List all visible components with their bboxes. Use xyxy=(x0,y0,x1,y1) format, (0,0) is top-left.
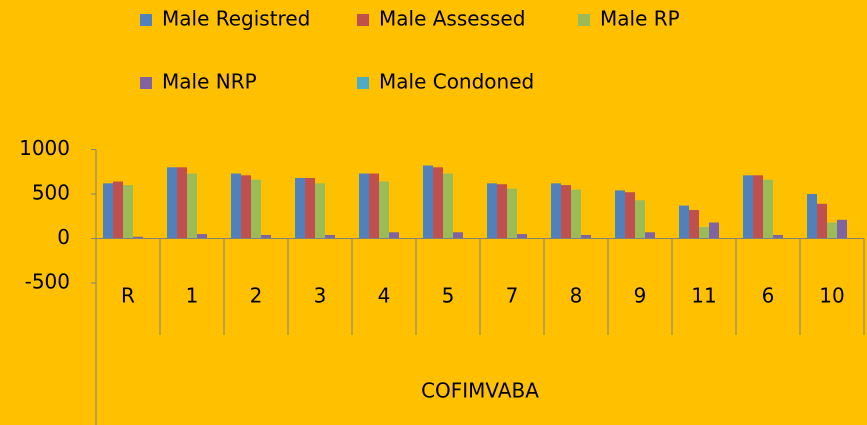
legend-label: Male NRP xyxy=(162,70,257,94)
x-tick-label: 3 xyxy=(314,284,327,308)
bar xyxy=(699,226,709,239)
legend-swatch xyxy=(140,77,152,89)
bar xyxy=(551,183,561,239)
bar xyxy=(837,219,847,239)
bar xyxy=(487,183,497,239)
bar xyxy=(507,188,517,239)
bar xyxy=(359,173,369,239)
bar xyxy=(177,167,187,239)
bar xyxy=(133,236,143,239)
bar xyxy=(635,200,645,239)
bar xyxy=(261,234,271,239)
bar xyxy=(763,179,773,239)
legend-swatch xyxy=(140,14,152,26)
bar xyxy=(251,179,261,239)
bar xyxy=(113,181,123,239)
x-tick-label: 8 xyxy=(570,284,583,308)
bar xyxy=(187,173,197,239)
bar xyxy=(679,205,689,239)
bar xyxy=(625,192,635,239)
bar xyxy=(561,185,571,239)
bar xyxy=(295,177,305,239)
bar xyxy=(443,173,453,239)
legend-label: Male Condoned xyxy=(379,70,534,94)
bar xyxy=(743,175,753,239)
legend-swatch xyxy=(578,14,590,26)
bar xyxy=(689,210,699,239)
x-tick-label: 5 xyxy=(442,284,455,308)
bar xyxy=(807,194,817,239)
x-tick-label: 7 xyxy=(506,284,519,308)
bar xyxy=(753,175,763,239)
y-tick-label: 0 xyxy=(57,225,70,249)
bar xyxy=(423,165,433,239)
x-tick-label: 2 xyxy=(250,284,263,308)
bar xyxy=(571,189,581,239)
legend-label: Male RP xyxy=(600,7,680,31)
bar xyxy=(709,222,719,239)
y-tick-label: 500 xyxy=(32,181,70,205)
x-tick-label: R xyxy=(121,284,135,308)
bar xyxy=(241,175,251,239)
bar xyxy=(197,234,207,239)
bar xyxy=(103,183,113,239)
x-tick-label: 11 xyxy=(691,284,716,308)
bar xyxy=(453,232,463,239)
bar xyxy=(379,181,389,239)
bar xyxy=(315,183,325,239)
bar xyxy=(517,234,527,239)
x-tick-label: 10 xyxy=(819,284,844,308)
bar xyxy=(369,173,379,239)
x-tick-label: 1 xyxy=(186,284,199,308)
bar xyxy=(167,167,177,239)
bar xyxy=(645,232,655,239)
bar xyxy=(827,222,837,239)
y-tick-label: -500 xyxy=(25,270,70,294)
bar xyxy=(497,184,507,239)
bar xyxy=(773,234,783,239)
bar xyxy=(325,234,335,239)
legend-label: Male Registred xyxy=(162,7,310,31)
category-group-label: COFIMVABA xyxy=(421,379,539,403)
bar xyxy=(231,173,241,239)
bar xyxy=(433,167,443,239)
bar xyxy=(123,185,133,239)
x-tick-label: 4 xyxy=(378,284,391,308)
bar xyxy=(581,234,591,239)
bar xyxy=(389,232,399,239)
legend-swatch xyxy=(357,77,369,89)
y-tick-label: 1000 xyxy=(19,136,70,160)
x-tick-label: 9 xyxy=(634,284,647,308)
legend-swatch xyxy=(357,14,369,26)
bar xyxy=(615,190,625,239)
bar xyxy=(817,203,827,239)
bar xyxy=(305,177,315,239)
legend-label: Male Assessed xyxy=(379,7,525,31)
x-tick-label: 6 xyxy=(762,284,775,308)
